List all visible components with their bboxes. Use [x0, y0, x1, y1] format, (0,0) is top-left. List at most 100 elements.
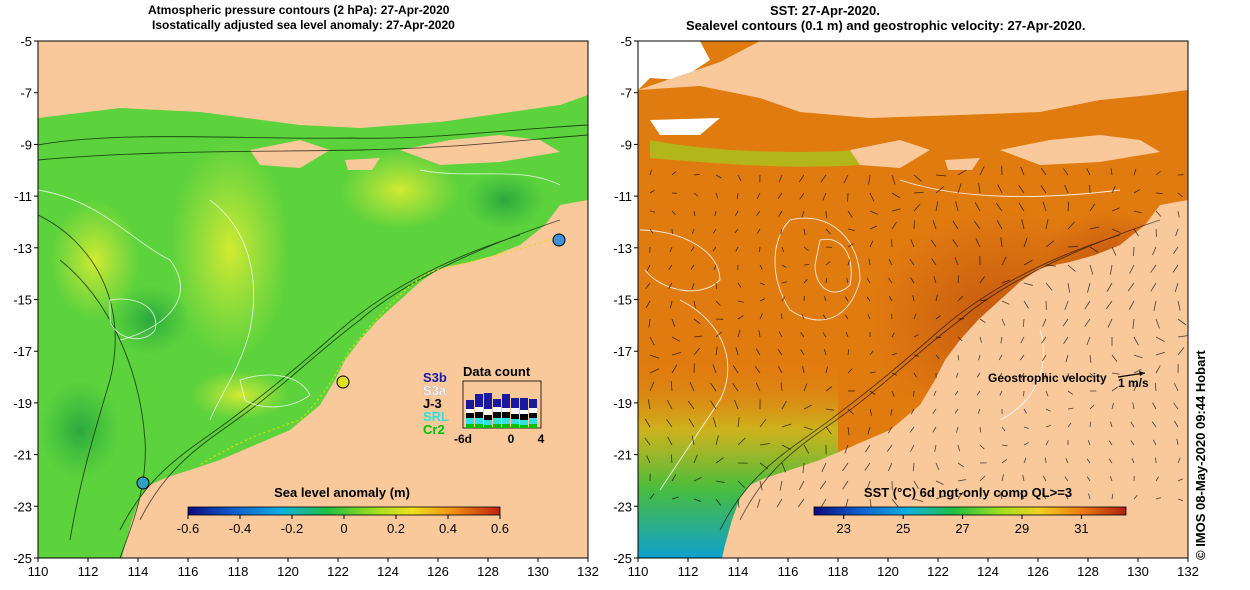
- velocity-arrow: [1111, 402, 1114, 410]
- velocity-arrow: [825, 228, 831, 235]
- x-tick-label: 116: [178, 564, 199, 579]
- y-tick-label: -19: [613, 396, 632, 411]
- velocity-arrow: [1154, 382, 1157, 392]
- velocity-arrow: [671, 364, 678, 374]
- velocity-arrow: [1108, 440, 1113, 446]
- velocity-arrow: [1177, 300, 1181, 311]
- velocity-arrow: [644, 418, 651, 428]
- data-count-bar-segment: [520, 410, 528, 414]
- velocity-arrow: [844, 314, 849, 320]
- velocity-arrow: [693, 498, 702, 502]
- velocity-arrow: [1155, 170, 1161, 176]
- velocity-arrow: [781, 423, 792, 428]
- velocity-arrow: [888, 277, 893, 284]
- velocity-arrow: [803, 278, 808, 284]
- x-tick-label: 116: [778, 564, 799, 579]
- velocity-arrow: [671, 496, 679, 500]
- velocity-arrow: [777, 192, 783, 200]
- sla-colorbar: [187, 506, 501, 516]
- velocity-arrow: [1087, 282, 1091, 293]
- velocity-arrow: [1042, 318, 1047, 327]
- data-count-bar-segment: [484, 425, 492, 428]
- velocity-arrow: [1001, 300, 1010, 305]
- data-count-bar-segment: [466, 418, 474, 424]
- velocity-arrow: [1067, 407, 1074, 410]
- velocity-arrow: [781, 296, 786, 302]
- velocity-arrow: [758, 330, 761, 338]
- data-count-source-label: S3a: [423, 383, 447, 398]
- velocity-arrow: [1109, 476, 1113, 482]
- data-count-bar-segment: [466, 409, 474, 413]
- velocity-arrow: [1022, 474, 1025, 482]
- velocity-arrow: [1155, 336, 1165, 342]
- coastal-dotted-line: [199, 237, 556, 466]
- velocity-arrow: [1174, 282, 1179, 293]
- sst-contours: [719, 219, 1161, 531]
- velocity-arrow: [888, 258, 893, 266]
- y-tick-label: -23: [13, 499, 32, 514]
- data-count-bar-segment: [484, 393, 492, 409]
- velocity-arrow: [1155, 192, 1163, 194]
- data-count-bar-segment: [493, 407, 501, 412]
- velocity-arrow: [1086, 458, 1091, 464]
- velocity-arrow: [802, 462, 805, 473]
- velocity-arrow: [845, 332, 849, 338]
- velocity-arrow: [732, 383, 739, 392]
- velocity-arrow: [756, 210, 761, 217]
- y-tick-label: -19: [13, 396, 32, 411]
- velocity-arrow: [715, 480, 725, 483]
- y-tick-label: -23: [613, 499, 632, 514]
- velocity-arrow: [957, 275, 960, 284]
- velocity-arrow: [1063, 336, 1069, 344]
- velocity-arrow: [715, 300, 721, 306]
- velocity-arrow: [668, 264, 673, 271]
- velocity-arrow: [957, 491, 964, 500]
- colorbar-tick-label: 27: [955, 521, 969, 536]
- velocity-arrow: [1089, 354, 1092, 363]
- x-tick-label: 120: [877, 564, 899, 579]
- velocity-arrow: [819, 480, 827, 490]
- velocity-arrow: [891, 390, 895, 397]
- sea-level-contours: [38, 169, 561, 421]
- velocity-arrow: [869, 225, 878, 230]
- data-count-bar-segment: [511, 419, 519, 424]
- velocity-arrow: [1089, 421, 1092, 428]
- x-tick-label: 130: [1127, 564, 1149, 579]
- velocity-arrow: [649, 336, 655, 346]
- velocity-arrow: [693, 192, 699, 197]
- velocity-arrow: [759, 313, 763, 320]
- velocity-arrow: [957, 169, 967, 176]
- velocity-arrow: [647, 399, 651, 410]
- colorbar-tick-label: -0.6: [177, 521, 199, 536]
- velocity-arrow: [1089, 203, 1096, 212]
- data-count-bar-segment: [475, 394, 483, 407]
- velocity-arrow: [867, 314, 871, 320]
- velocity-arrow: [1106, 282, 1113, 292]
- velocity-arrow: [957, 354, 960, 361]
- velocity-arrow: [645, 282, 651, 290]
- data-count-bar-segment: [520, 398, 528, 410]
- velocity-arrow: [866, 480, 871, 491]
- velocity-arrow: [778, 331, 783, 338]
- velocity-arrow: [869, 210, 878, 215]
- velocity-arrow: [715, 457, 724, 464]
- data-count-bar-segment: [502, 408, 510, 412]
- velocity-arrow: [1040, 185, 1047, 194]
- velocity-arrow: [956, 426, 959, 433]
- velocity-arrow: [648, 318, 651, 328]
- colorbar-tick-label: 25: [896, 521, 910, 536]
- left-axes: 110 112 114 116 118 120 122 124 126 128 130 132 -5 -7…: [13, 34, 599, 579]
- velocity-arrow: [803, 383, 808, 392]
- velocity-arrow: [957, 183, 962, 194]
- velocity-arrow: [1023, 408, 1027, 414]
- velocity-arrow: [1023, 282, 1033, 286]
- velocity-arrow: [978, 183, 981, 194]
- velocity-arrow: [1018, 185, 1025, 194]
- velocity-arrow: [1133, 246, 1135, 257]
- velocity-arrow: [847, 349, 850, 356]
- velocity-arrow: [671, 318, 676, 327]
- velocity-arrow: [825, 366, 828, 374]
- velocity-arrow: [1150, 282, 1157, 292]
- velocity-arrow: [1045, 390, 1049, 397]
